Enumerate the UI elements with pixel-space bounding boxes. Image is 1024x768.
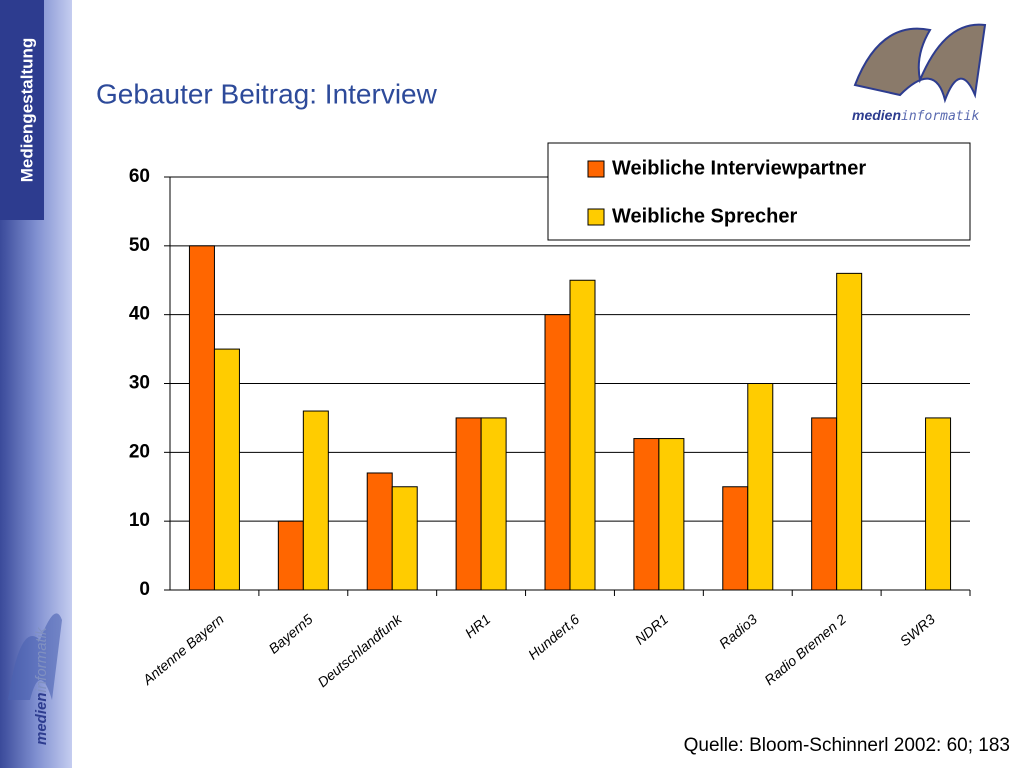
logo-word: medien (852, 107, 901, 123)
bar (722, 486, 749, 591)
y-tick-label: 0 (139, 579, 150, 600)
bar (544, 314, 571, 591)
y-tick-label: 40 (129, 304, 150, 325)
bar (633, 438, 660, 591)
logo-word: informatik (901, 109, 979, 124)
legend-swatch (587, 160, 605, 178)
logo-shape (853, 23, 987, 104)
y-tick-label: 30 (129, 373, 150, 394)
legend-swatch (587, 208, 605, 226)
y-tick-label: 60 (129, 166, 150, 187)
bar (569, 279, 596, 591)
bar (391, 486, 418, 591)
bar (747, 383, 774, 591)
bar (455, 417, 482, 591)
bar (188, 245, 215, 591)
bar (213, 348, 240, 591)
legend-label: Weibliche Sprecher (612, 205, 797, 227)
logo-word: medien (33, 692, 50, 745)
bar (302, 410, 329, 591)
y-tick-label: 50 (129, 235, 150, 256)
chart: 0 10 20 30 40 50 60 Antenne Bayern Bayern5Deutsc… (129, 142, 971, 690)
x-tick-label: Radio Bremen 2 (761, 611, 849, 688)
x-tick-label: NDR1 (632, 611, 671, 648)
bar (480, 417, 507, 591)
sidebar-label: Mediengestaltung (17, 38, 36, 183)
logo-text: medieninformatik (852, 107, 979, 124)
y-tick-label: 10 (129, 510, 150, 531)
x-tick-label: SWR3 (897, 611, 938, 649)
x-tick-label: Hundert,6 (525, 611, 583, 663)
bar (836, 272, 863, 591)
bar (658, 438, 685, 591)
bar (366, 472, 393, 591)
x-tick-label: HR1 (462, 611, 494, 641)
y-tick-label: 20 (129, 441, 150, 462)
sidebar-label-bg (0, 0, 44, 220)
sidebar-logo-text: medieninformatik (33, 626, 50, 745)
sidebar-logo (8, 613, 62, 700)
source: Quelle: Bloom-Schinnerl 2002: 60; 183 (684, 735, 1010, 756)
bar (277, 520, 304, 591)
bar (925, 417, 952, 591)
x-tick-label: Bayern5 (265, 611, 315, 657)
x-tick-label: Radio3 (716, 611, 760, 652)
x-tick-label: Deutschlandfunk (314, 610, 405, 690)
legend-box (547, 142, 971, 241)
slide-title: Gebauter Beitrag: Interview (96, 78, 438, 109)
logo-word: informatik (33, 626, 50, 693)
x-tick-label: Antenne Bayern (139, 611, 227, 689)
bar (811, 417, 838, 591)
legend-label: Weibliche Interviewpartner (612, 157, 866, 179)
